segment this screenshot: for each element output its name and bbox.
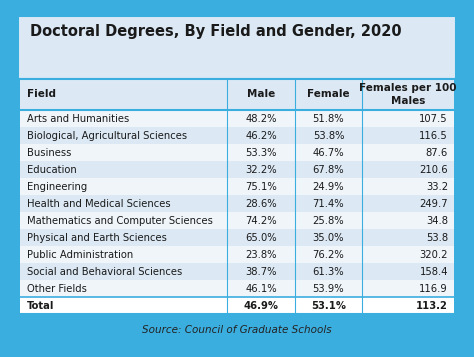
Text: 38.7%: 38.7% bbox=[246, 267, 277, 277]
Text: Total: Total bbox=[27, 301, 55, 311]
Text: 53.9%: 53.9% bbox=[313, 284, 344, 294]
Text: 32.2%: 32.2% bbox=[245, 165, 277, 175]
FancyBboxPatch shape bbox=[20, 212, 454, 229]
Text: 71.4%: 71.4% bbox=[313, 199, 344, 209]
Text: 53.8%: 53.8% bbox=[313, 131, 344, 141]
Text: 107.5: 107.5 bbox=[419, 114, 448, 124]
Text: Biological, Agricultural Sciences: Biological, Agricultural Sciences bbox=[27, 131, 187, 141]
Text: 35.0%: 35.0% bbox=[313, 233, 344, 243]
Text: Social and Behavioral Sciences: Social and Behavioral Sciences bbox=[27, 267, 182, 277]
FancyBboxPatch shape bbox=[20, 79, 454, 314]
FancyBboxPatch shape bbox=[20, 79, 454, 110]
Text: Females per 100
Males: Females per 100 Males bbox=[359, 83, 456, 106]
Text: Field: Field bbox=[27, 90, 56, 100]
FancyBboxPatch shape bbox=[20, 178, 454, 195]
Text: Source: Council of Graduate Schools: Source: Council of Graduate Schools bbox=[142, 325, 332, 335]
FancyBboxPatch shape bbox=[20, 110, 454, 127]
Text: 48.2%: 48.2% bbox=[246, 114, 277, 124]
Text: 113.2: 113.2 bbox=[416, 301, 448, 311]
Text: Male: Male bbox=[247, 90, 275, 100]
Text: 76.2%: 76.2% bbox=[312, 250, 344, 260]
Text: 33.2: 33.2 bbox=[426, 182, 448, 192]
Text: 34.8: 34.8 bbox=[426, 216, 448, 226]
Text: Other Fields: Other Fields bbox=[27, 284, 87, 294]
Text: 53.3%: 53.3% bbox=[246, 148, 277, 158]
Text: 67.8%: 67.8% bbox=[313, 165, 344, 175]
FancyBboxPatch shape bbox=[20, 246, 454, 263]
Text: Doctoral Degrees, By Field and Gender, 2020: Doctoral Degrees, By Field and Gender, 2… bbox=[30, 24, 401, 39]
FancyBboxPatch shape bbox=[18, 16, 456, 316]
FancyBboxPatch shape bbox=[20, 144, 454, 161]
Text: Physical and Earth Sciences: Physical and Earth Sciences bbox=[27, 233, 167, 243]
FancyBboxPatch shape bbox=[20, 161, 454, 178]
Text: 46.2%: 46.2% bbox=[245, 131, 277, 141]
Text: 116.9: 116.9 bbox=[419, 284, 448, 294]
Text: Mathematics and Computer Sciences: Mathematics and Computer Sciences bbox=[27, 216, 213, 226]
Text: 46.1%: 46.1% bbox=[245, 284, 277, 294]
FancyBboxPatch shape bbox=[20, 280, 454, 297]
Text: Female: Female bbox=[307, 90, 350, 100]
Text: 25.8%: 25.8% bbox=[313, 216, 344, 226]
Text: 51.8%: 51.8% bbox=[313, 114, 344, 124]
FancyBboxPatch shape bbox=[20, 127, 454, 144]
Text: 46.7%: 46.7% bbox=[313, 148, 344, 158]
Text: 249.7: 249.7 bbox=[419, 199, 448, 209]
Text: Health and Medical Sciences: Health and Medical Sciences bbox=[27, 199, 171, 209]
Text: 24.9%: 24.9% bbox=[313, 182, 344, 192]
Text: 158.4: 158.4 bbox=[419, 267, 448, 277]
Text: 210.6: 210.6 bbox=[419, 165, 448, 175]
Text: Education: Education bbox=[27, 165, 77, 175]
Text: 28.6%: 28.6% bbox=[245, 199, 277, 209]
FancyBboxPatch shape bbox=[20, 297, 454, 314]
FancyBboxPatch shape bbox=[20, 263, 454, 280]
Text: 61.3%: 61.3% bbox=[313, 267, 344, 277]
Text: 23.8%: 23.8% bbox=[246, 250, 277, 260]
Text: Arts and Humanities: Arts and Humanities bbox=[27, 114, 129, 124]
Text: 65.0%: 65.0% bbox=[245, 233, 277, 243]
FancyBboxPatch shape bbox=[20, 195, 454, 212]
Text: 320.2: 320.2 bbox=[419, 250, 448, 260]
Text: 116.5: 116.5 bbox=[419, 131, 448, 141]
FancyBboxPatch shape bbox=[20, 229, 454, 246]
Text: 53.8: 53.8 bbox=[426, 233, 448, 243]
Text: 87.6: 87.6 bbox=[426, 148, 448, 158]
Text: Public Administration: Public Administration bbox=[27, 250, 133, 260]
Text: 46.9%: 46.9% bbox=[244, 301, 279, 311]
Text: 53.1%: 53.1% bbox=[311, 301, 346, 311]
Text: 74.2%: 74.2% bbox=[245, 216, 277, 226]
Text: Engineering: Engineering bbox=[27, 182, 87, 192]
Text: Business: Business bbox=[27, 148, 72, 158]
Text: 75.1%: 75.1% bbox=[245, 182, 277, 192]
